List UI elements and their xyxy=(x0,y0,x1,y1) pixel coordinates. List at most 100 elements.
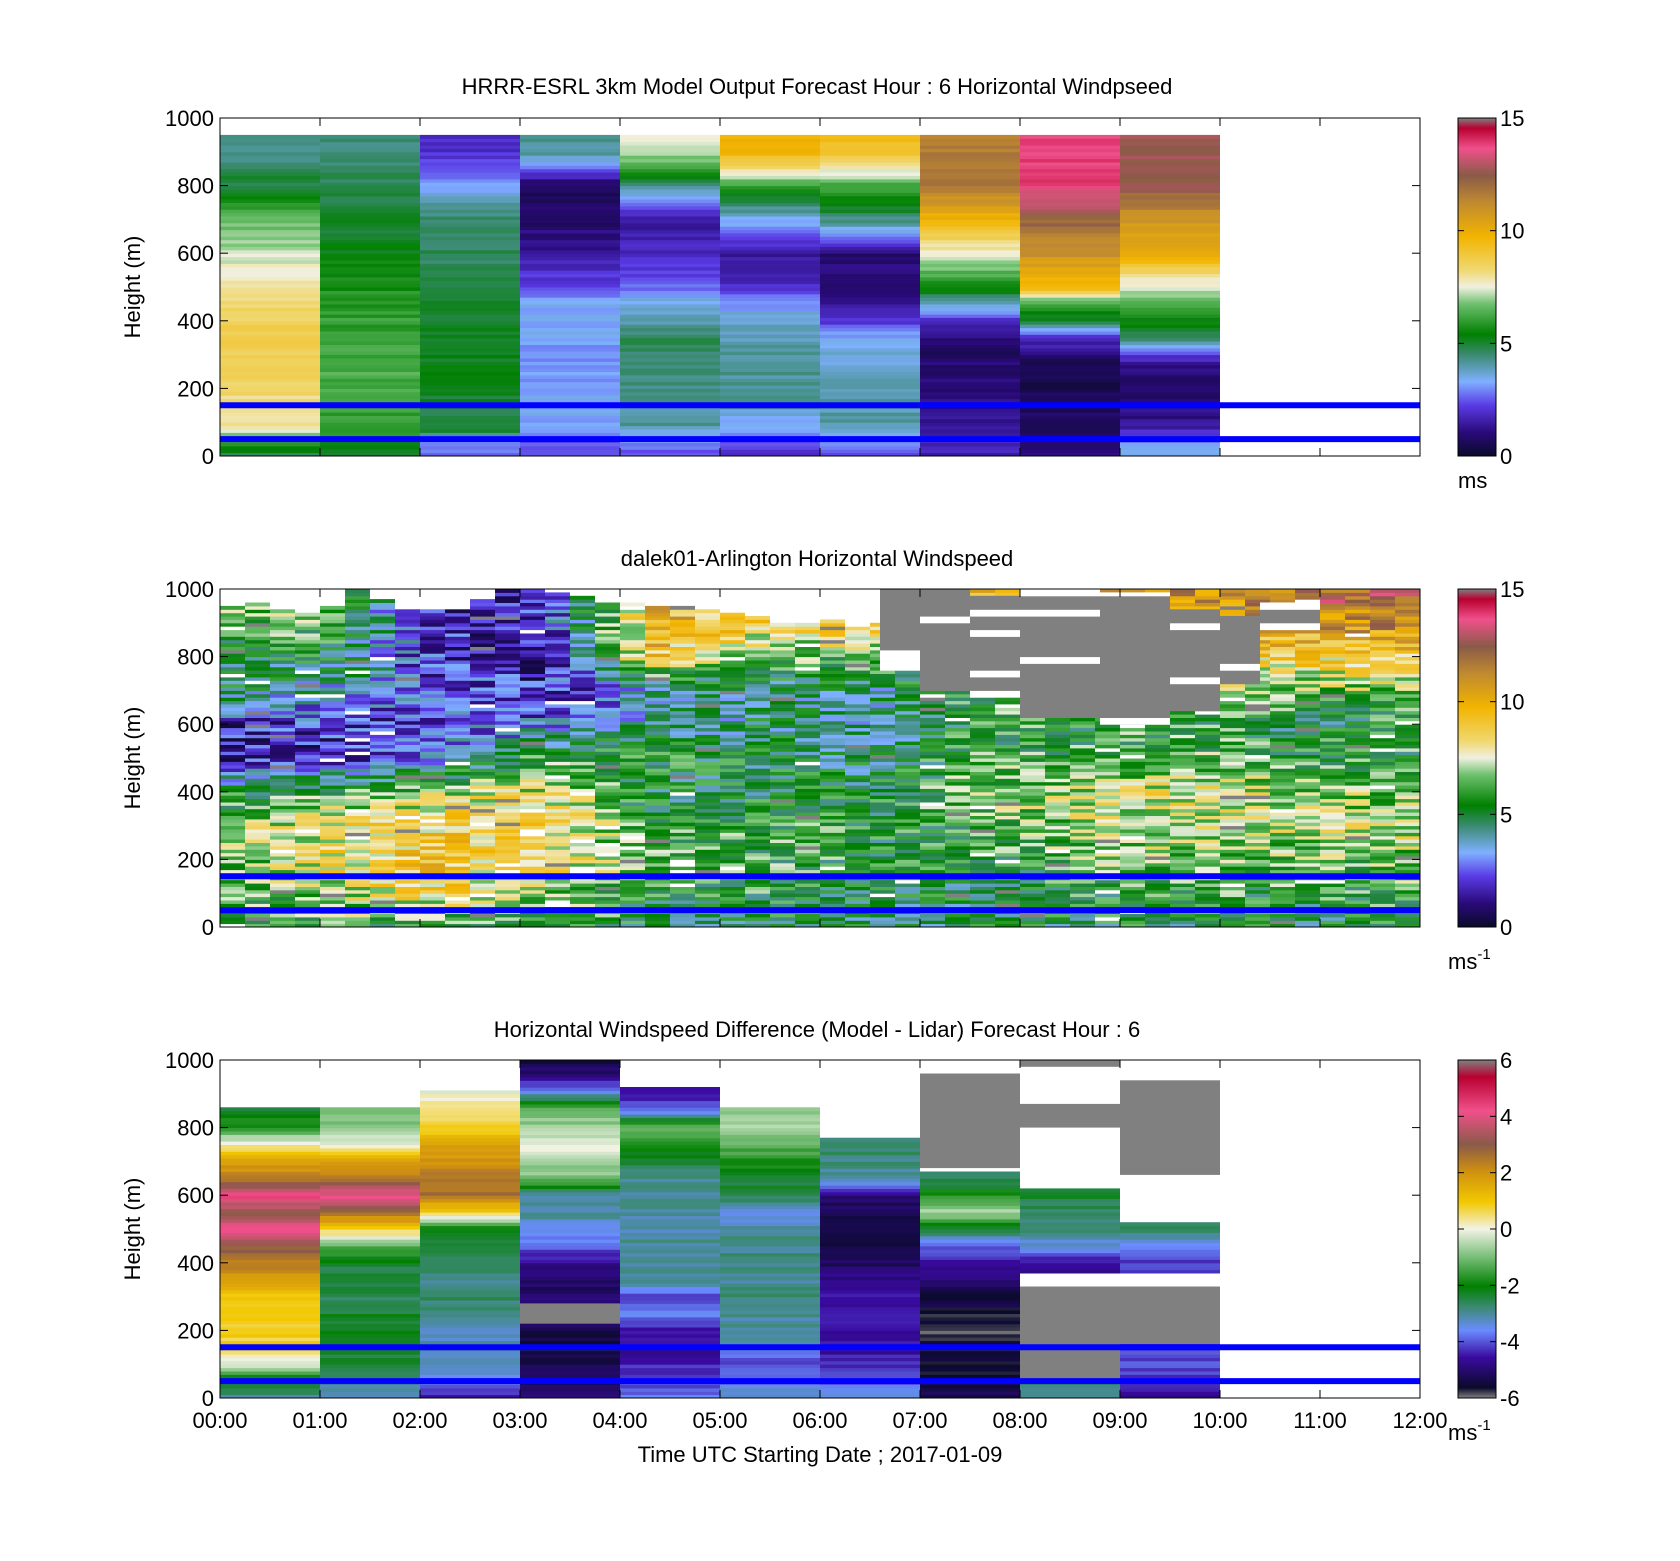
heatmap-cell xyxy=(545,768,570,772)
heatmap-cell xyxy=(695,751,720,756)
heatmap-cell xyxy=(420,707,445,712)
heatmap-cell xyxy=(495,862,520,867)
heatmap-cell xyxy=(745,818,770,823)
heatmap-cell xyxy=(595,866,620,871)
heatmap-cell xyxy=(1220,747,1245,752)
heatmap-cell xyxy=(445,660,470,664)
heatmap-cell xyxy=(895,771,920,776)
heatmap-cell xyxy=(870,835,895,840)
heatmap-cell xyxy=(945,801,970,806)
heatmap-cell xyxy=(795,687,820,691)
heatmap-cell xyxy=(1170,592,1195,597)
heatmap-cell xyxy=(445,622,470,627)
heatmap-cell xyxy=(1020,199,1120,203)
heatmap-cell xyxy=(645,720,670,725)
heatmap-cell xyxy=(770,660,795,664)
heatmap-cell xyxy=(1220,599,1245,603)
heatmap-cell xyxy=(1145,758,1170,762)
heatmap-cell xyxy=(370,849,395,854)
heatmap-cell xyxy=(845,781,870,786)
heatmap-cell xyxy=(745,842,770,847)
heatmap-cell xyxy=(920,307,1020,312)
heatmap-cell xyxy=(620,849,645,854)
heatmap-cell xyxy=(470,812,495,816)
heatmap-cell xyxy=(1120,243,1220,247)
heatmap-cell xyxy=(1195,900,1220,904)
heatmap-cell xyxy=(820,754,845,759)
heatmap-cell xyxy=(345,923,370,928)
heatmap-cell xyxy=(770,734,795,739)
heatmap-cell xyxy=(1070,825,1095,830)
heatmap-cell xyxy=(895,720,920,725)
heatmap-cell xyxy=(820,622,845,627)
heatmap-cell xyxy=(595,822,620,827)
heatmap-cell xyxy=(920,754,945,759)
heatmap-cell xyxy=(495,629,520,634)
heatmap-cell xyxy=(1220,717,1245,722)
heatmap-cell xyxy=(395,913,420,918)
heatmap-cell xyxy=(620,205,720,210)
heatmap-cell xyxy=(320,205,420,210)
heatmap-cell xyxy=(1145,825,1170,830)
heatmap-cell xyxy=(620,687,645,691)
heatmap-cell xyxy=(945,771,970,776)
heatmap-cell xyxy=(870,788,895,793)
heatmap-cell xyxy=(595,653,620,658)
heatmap-cell xyxy=(745,626,770,631)
heatmap-cell xyxy=(645,839,670,843)
heatmap-cell xyxy=(1070,883,1095,887)
heatmap-cell xyxy=(570,916,595,921)
heatmap-cell xyxy=(570,866,595,871)
heatmap-cell xyxy=(395,822,420,827)
heatmap-cell xyxy=(820,676,845,681)
heatmap-cell xyxy=(245,856,270,860)
heatmap-cell xyxy=(670,856,695,860)
heatmap-cell xyxy=(920,883,945,887)
heatmap-cell xyxy=(370,683,395,688)
heatmap-cell xyxy=(545,852,570,857)
heatmap-cell xyxy=(995,893,1020,898)
heatmap-cell xyxy=(1120,866,1145,871)
heatmap-cell xyxy=(870,737,895,742)
heatmap-cell xyxy=(870,849,895,854)
heatmap-cell xyxy=(445,835,470,840)
heatmap-cell xyxy=(670,683,695,688)
heatmap-cell xyxy=(720,714,745,718)
heatmap-cell xyxy=(645,862,670,867)
heatmap-cell xyxy=(1170,825,1195,830)
heatmap-cell xyxy=(445,862,470,867)
heatmap-cell xyxy=(670,747,695,752)
heatmap-cell xyxy=(345,666,370,671)
heatmap-cell xyxy=(820,148,920,153)
heatmap-cell xyxy=(820,832,845,837)
heatmap-cell xyxy=(720,761,745,766)
heatmap-cell xyxy=(245,666,270,671)
heatmap-cell xyxy=(720,415,820,420)
heatmap-cell xyxy=(770,920,795,925)
heatmap-cell xyxy=(920,368,1020,372)
heatmap-cell xyxy=(695,812,720,816)
heatmap-cell xyxy=(495,859,520,864)
heatmap-cell xyxy=(570,741,595,745)
heatmap-cell xyxy=(395,842,420,847)
heatmap-cell xyxy=(845,812,870,816)
heatmap-cell xyxy=(470,849,495,854)
heatmap-cell xyxy=(545,886,570,891)
heatmap-cell xyxy=(295,835,320,840)
heatmap-cell xyxy=(520,310,620,315)
heatmap-cell xyxy=(1195,720,1220,725)
heatmap-cell xyxy=(1020,320,1120,325)
heatmap-cell xyxy=(570,619,595,624)
heatmap-cell xyxy=(820,849,845,854)
y-tick-label: 800 xyxy=(177,174,214,199)
heatmap-cell xyxy=(620,845,645,850)
heatmap-cell xyxy=(820,280,920,285)
heatmap-cell xyxy=(495,724,520,729)
heatmap-cell xyxy=(820,300,920,305)
heatmap-cell xyxy=(420,452,520,457)
heatmap-cell xyxy=(1170,791,1195,796)
heatmap-cell xyxy=(320,632,345,637)
heatmap-cell xyxy=(1045,849,1070,854)
heatmap-cell xyxy=(970,856,995,860)
heatmap-cell xyxy=(670,622,695,627)
